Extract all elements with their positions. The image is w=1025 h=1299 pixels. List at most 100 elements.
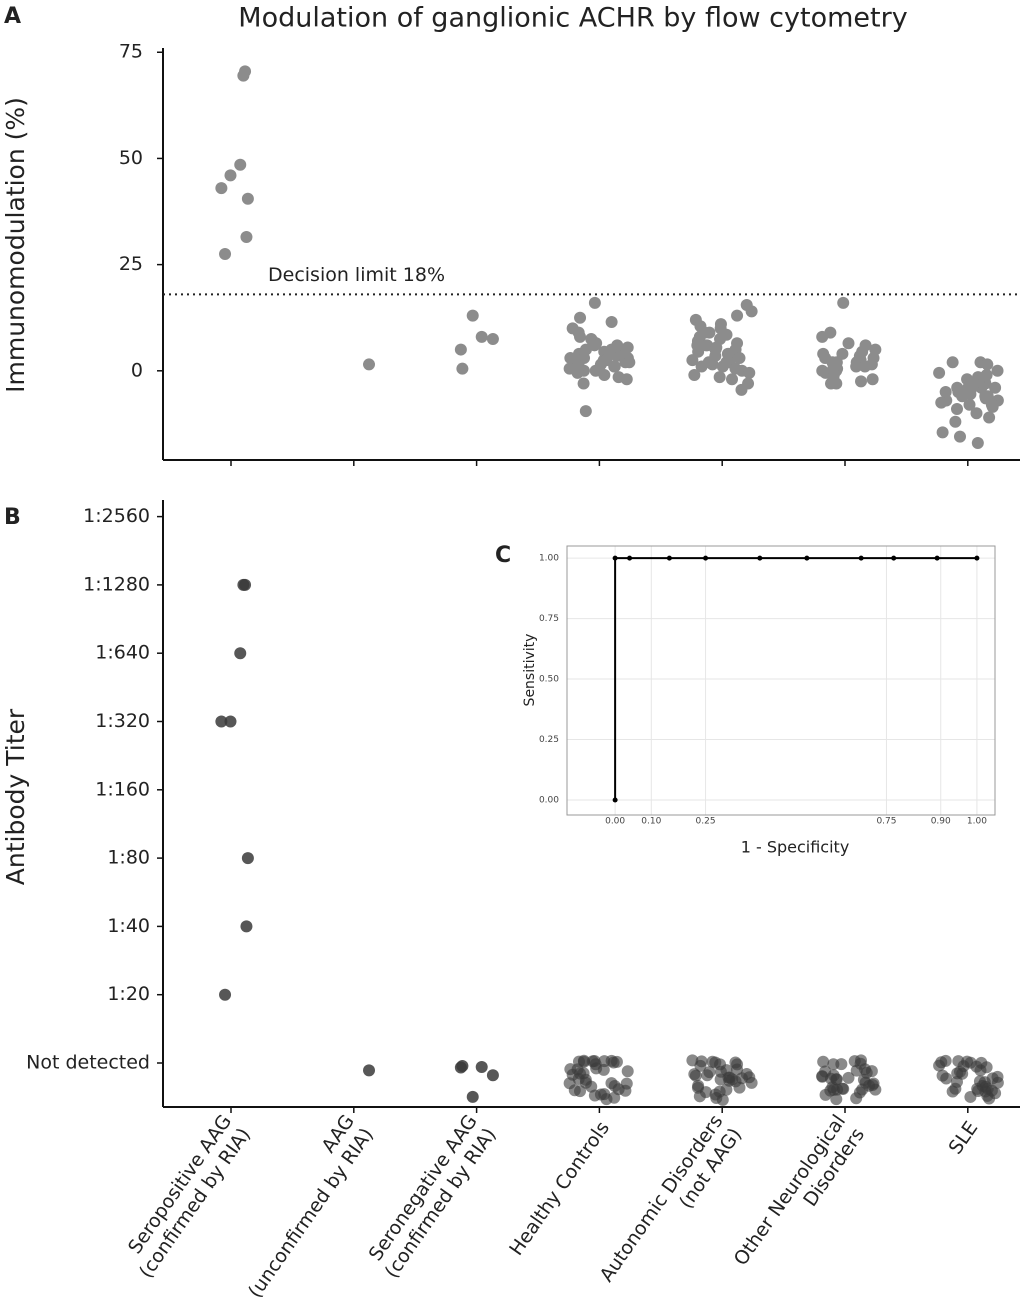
y-axis-title: Antibody Titer — [1, 708, 30, 885]
y-tick-label: 1:40 — [107, 915, 150, 937]
point — [842, 337, 855, 350]
point — [605, 315, 618, 328]
point — [598, 1055, 611, 1068]
x-tick-label: Healthy Controls — [505, 1117, 614, 1259]
point — [933, 366, 946, 379]
y-tick-label: 1:2560 — [83, 505, 150, 527]
point — [706, 1055, 719, 1068]
point — [936, 426, 949, 439]
x-tick-label: 0.25 — [696, 817, 716, 827]
point — [936, 1069, 949, 1082]
point — [456, 1059, 469, 1072]
point — [456, 362, 469, 375]
point — [735, 383, 748, 396]
point — [623, 356, 636, 369]
point — [691, 339, 704, 352]
point — [215, 182, 228, 195]
roc-point — [804, 555, 810, 561]
point — [816, 330, 829, 343]
point — [713, 1085, 726, 1098]
point — [963, 398, 976, 411]
point — [241, 852, 254, 865]
point — [219, 248, 232, 260]
point — [731, 309, 744, 322]
y-tick-label: 1:160 — [95, 778, 150, 800]
x-tick-label: Autonomic Disorders(not AAG) — [596, 1111, 747, 1286]
point — [850, 1092, 863, 1105]
point — [935, 396, 948, 409]
point — [830, 1093, 843, 1106]
point — [466, 1090, 479, 1103]
point — [224, 169, 237, 182]
plot-border — [566, 545, 996, 816]
point — [574, 330, 587, 343]
point — [239, 65, 252, 78]
point — [835, 1058, 848, 1071]
y-tick-label: 1:1280 — [83, 573, 150, 595]
y-axis-title: Sensitivity — [522, 634, 538, 707]
point — [363, 1064, 376, 1077]
point — [949, 1082, 962, 1095]
x-axis-title: 1 - Specificity — [741, 838, 850, 857]
point — [981, 358, 994, 371]
y-tick-label: 0.00 — [539, 796, 559, 806]
point — [698, 326, 711, 339]
point — [939, 386, 952, 399]
y-tick-label: 1:80 — [107, 847, 150, 869]
point — [608, 360, 621, 373]
point — [991, 364, 1004, 377]
point — [983, 1092, 996, 1105]
point — [610, 1055, 623, 1068]
point — [970, 407, 983, 420]
point — [598, 369, 611, 382]
point — [842, 1071, 855, 1084]
x-tick-line: (unconfirmed by RIA) — [244, 1124, 378, 1299]
point — [620, 373, 633, 386]
roc-point — [757, 555, 763, 561]
point — [837, 296, 850, 309]
y-tick-label: 0.75 — [539, 614, 559, 624]
point — [475, 330, 488, 343]
point — [620, 1077, 633, 1090]
point — [979, 390, 992, 403]
point — [743, 1071, 756, 1084]
x-tick-line: Other Neurological — [730, 1111, 850, 1270]
point — [688, 1068, 701, 1081]
x-tick-label: 1.00 — [967, 817, 987, 827]
point — [733, 1081, 746, 1094]
point — [475, 1060, 488, 1073]
point — [967, 377, 980, 390]
x-tick-line: Healthy Controls — [505, 1117, 614, 1259]
point — [983, 411, 996, 424]
y-tick-label: 75 — [119, 41, 143, 63]
point — [836, 1082, 849, 1095]
point — [686, 354, 699, 367]
roc-point — [858, 555, 864, 561]
point — [688, 369, 701, 382]
point — [234, 647, 247, 660]
point — [826, 1081, 839, 1094]
point — [836, 347, 849, 360]
point — [574, 311, 587, 324]
point — [952, 1055, 965, 1068]
point — [716, 360, 729, 373]
decision-label: Decision limit 18% — [268, 264, 445, 286]
plot-background — [567, 546, 995, 815]
point — [723, 1071, 736, 1084]
y-tick-label: 0.50 — [539, 675, 559, 685]
x-tick-label: 0.90 — [931, 817, 951, 827]
point — [577, 377, 590, 390]
panel-label: A — [4, 4, 21, 29]
point — [577, 1054, 590, 1067]
y-tick-label: Not detected — [26, 1052, 150, 1074]
roc-point — [891, 555, 897, 561]
point — [695, 1055, 708, 1068]
point — [935, 1056, 948, 1069]
point — [956, 390, 969, 403]
point — [701, 1069, 714, 1082]
point — [850, 360, 863, 373]
point — [454, 343, 467, 356]
point — [579, 405, 592, 418]
x-tick-line: SLE — [945, 1117, 983, 1158]
